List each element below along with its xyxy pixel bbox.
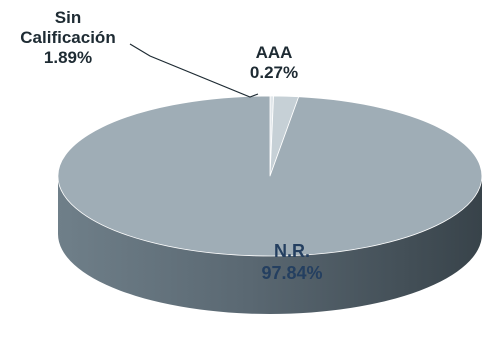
leader-line-sin-calificacion xyxy=(129,43,259,98)
slice-label-sin-calificacion: Sin Calificación 1.89% xyxy=(4,8,132,68)
pie-side-wall xyxy=(58,176,482,314)
slice-value-sin-calificacion: 1.89% xyxy=(43,48,93,67)
slice-name-sin-line1: Sin xyxy=(54,8,82,27)
slice-label-aaa: AAA 0.27% xyxy=(226,43,322,83)
slice-name-nr: N.R. xyxy=(274,241,310,261)
slice-name-sin-line2: Calificación xyxy=(20,28,116,47)
pie-slices xyxy=(57,95,482,314)
slice-value-aaa: 0.27% xyxy=(249,63,299,82)
slice-value-nr: 97.84% xyxy=(261,263,323,283)
slice-label-nr: N.R. 97.84% xyxy=(240,240,344,284)
pie-slice-n-r xyxy=(57,95,482,257)
slice-name-aaa: AAA xyxy=(255,43,293,62)
